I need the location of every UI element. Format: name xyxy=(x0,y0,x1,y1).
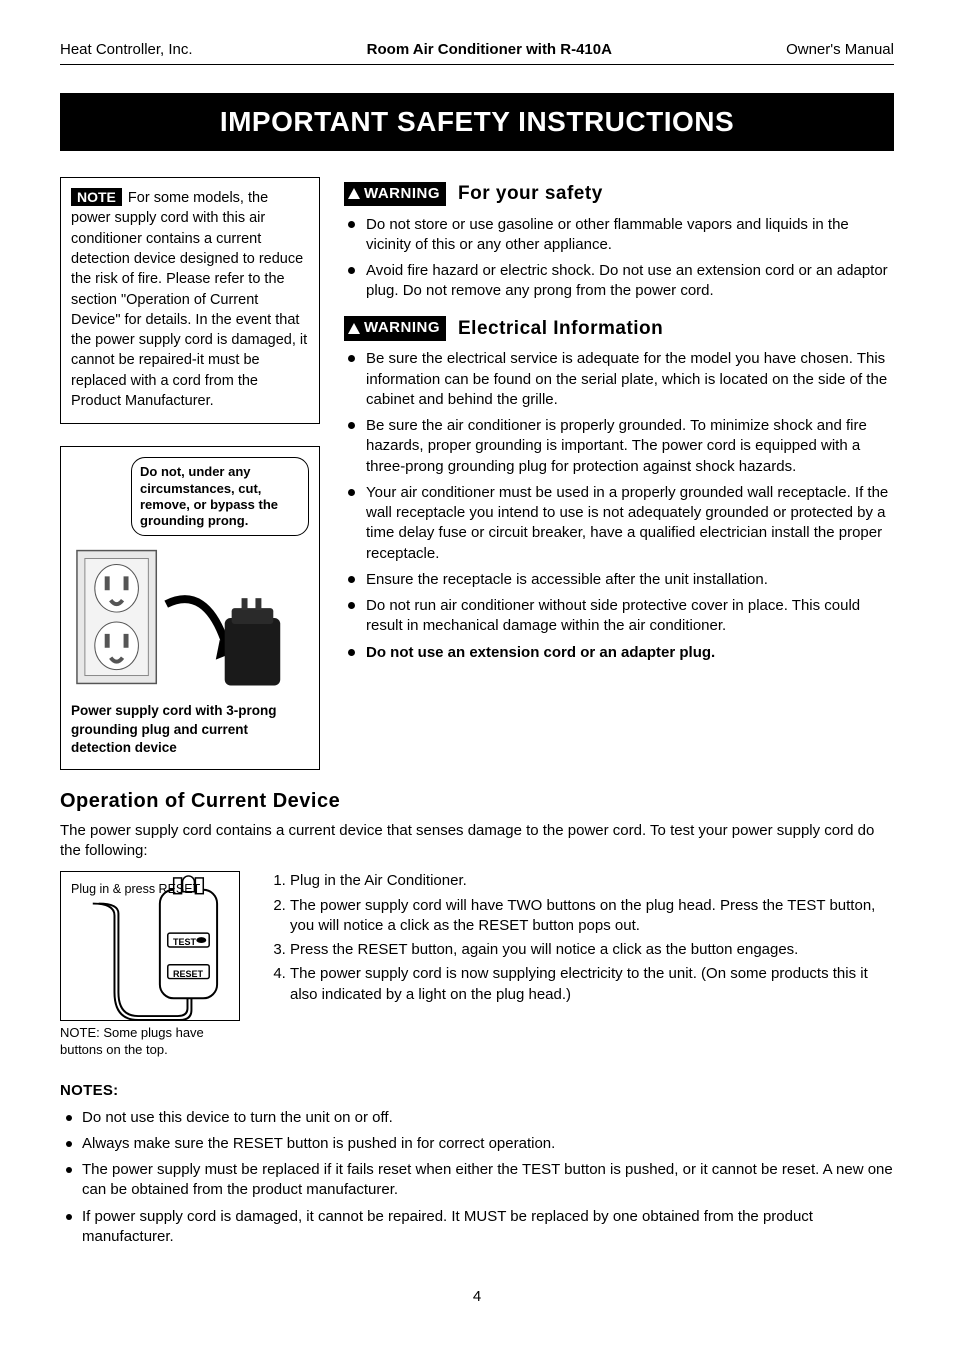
warning-label-text: WARNING xyxy=(364,318,440,338)
warning-badge: WARNING xyxy=(344,182,446,206)
warning-triangle-icon xyxy=(348,188,360,199)
plug-reset-label: RESET xyxy=(173,968,203,980)
operation-intro: The power supply cord contains a current… xyxy=(60,821,894,862)
list-item: Do not use an extension cord or an adapt… xyxy=(348,643,894,663)
list-item: The power supply must be replaced if it … xyxy=(66,1160,894,1201)
step-item: Plug in the Air Conditioner. xyxy=(290,871,894,891)
figure-outlet-box: Do not, under any circumstances, cut, re… xyxy=(60,446,320,770)
left-column: NOTE For some models, the power supply c… xyxy=(60,177,320,770)
note-badge: NOTE xyxy=(71,188,122,206)
list-item: If power supply cord is damaged, it cann… xyxy=(66,1207,894,1248)
outlet-illustration xyxy=(71,544,309,694)
page-header: Heat Controller, Inc. Room Air Condition… xyxy=(60,40,894,65)
list-item: Your air conditioner must be used in a p… xyxy=(348,483,894,564)
right-column: WARNING For your safety Do not store or … xyxy=(344,177,894,677)
safety-list: Do not store or use gasoline or other fl… xyxy=(344,215,894,302)
electrical-title: Electrical Information xyxy=(458,316,663,342)
page-number: 4 xyxy=(60,1287,894,1307)
figure-callout: Do not, under any circumstances, cut, re… xyxy=(131,457,309,536)
title-banner: IMPORTANT SAFETY INSTRUCTIONS xyxy=(60,93,894,151)
list-item: Be sure the electrical service is adequa… xyxy=(348,349,894,410)
header-left: Heat Controller, Inc. xyxy=(60,40,193,60)
list-item: Ensure the receptacle is accessible afte… xyxy=(348,570,894,590)
electrical-list: Be sure the electrical service is adequa… xyxy=(344,349,894,663)
list-item: Do not store or use gasoline or other fl… xyxy=(348,215,894,256)
note-box: NOTE For some models, the power supply c… xyxy=(60,177,320,424)
operation-heading: Operation of Current Device xyxy=(60,788,894,815)
header-right: Owner's Manual xyxy=(786,40,894,60)
warning-row-electrical: WARNING Electrical Information xyxy=(344,316,894,342)
note-text: For some models, the power supply cord w… xyxy=(71,190,307,409)
list-item: Be sure the air conditioner is properly … xyxy=(348,416,894,477)
step-item: Press the RESET button, again you will n… xyxy=(290,940,894,960)
list-item: Do not run air conditioner without side … xyxy=(348,596,894,637)
header-center: Room Air Conditioner with R-410A xyxy=(367,40,612,60)
plug-top-label: Plug in & press RESET xyxy=(71,882,200,897)
warning-row-safety: WARNING For your safety xyxy=(344,181,894,207)
plug-figure: Plug in & press RESET TEST RESET NOTE: S… xyxy=(60,871,240,1059)
notes-list: Do not use this device to turn the unit … xyxy=(60,1108,894,1248)
plug-note: NOTE: Some plugs have buttons on the top… xyxy=(60,1025,240,1059)
list-item: Avoid fire hazard or electric shock. Do … xyxy=(348,261,894,302)
figure-caption: Power supply cord with 3-prong grounding… xyxy=(71,702,309,757)
operation-row: Plug in & press RESET TEST RESET NOTE: S… xyxy=(60,871,894,1059)
safety-title: For your safety xyxy=(458,181,603,207)
step-item: The power supply cord is now supplying e… xyxy=(290,964,894,1005)
step-item: The power supply cord will have TWO butt… xyxy=(290,896,894,937)
plug-test-label: TEST xyxy=(173,936,196,948)
list-item: Always make sure the RESET button is pus… xyxy=(66,1134,894,1154)
notes-heading: NOTES: xyxy=(60,1081,894,1101)
top-columns: NOTE For some models, the power supply c… xyxy=(60,177,894,770)
warning-label-text: WARNING xyxy=(364,184,440,204)
warning-badge: WARNING xyxy=(344,316,446,340)
operation-steps: Plug in the Air Conditioner. The power s… xyxy=(270,871,894,1009)
plug-drawing: Plug in & press RESET TEST RESET xyxy=(60,871,240,1021)
warning-triangle-icon xyxy=(348,323,360,334)
list-item: Do not use this device to turn the unit … xyxy=(66,1108,894,1128)
